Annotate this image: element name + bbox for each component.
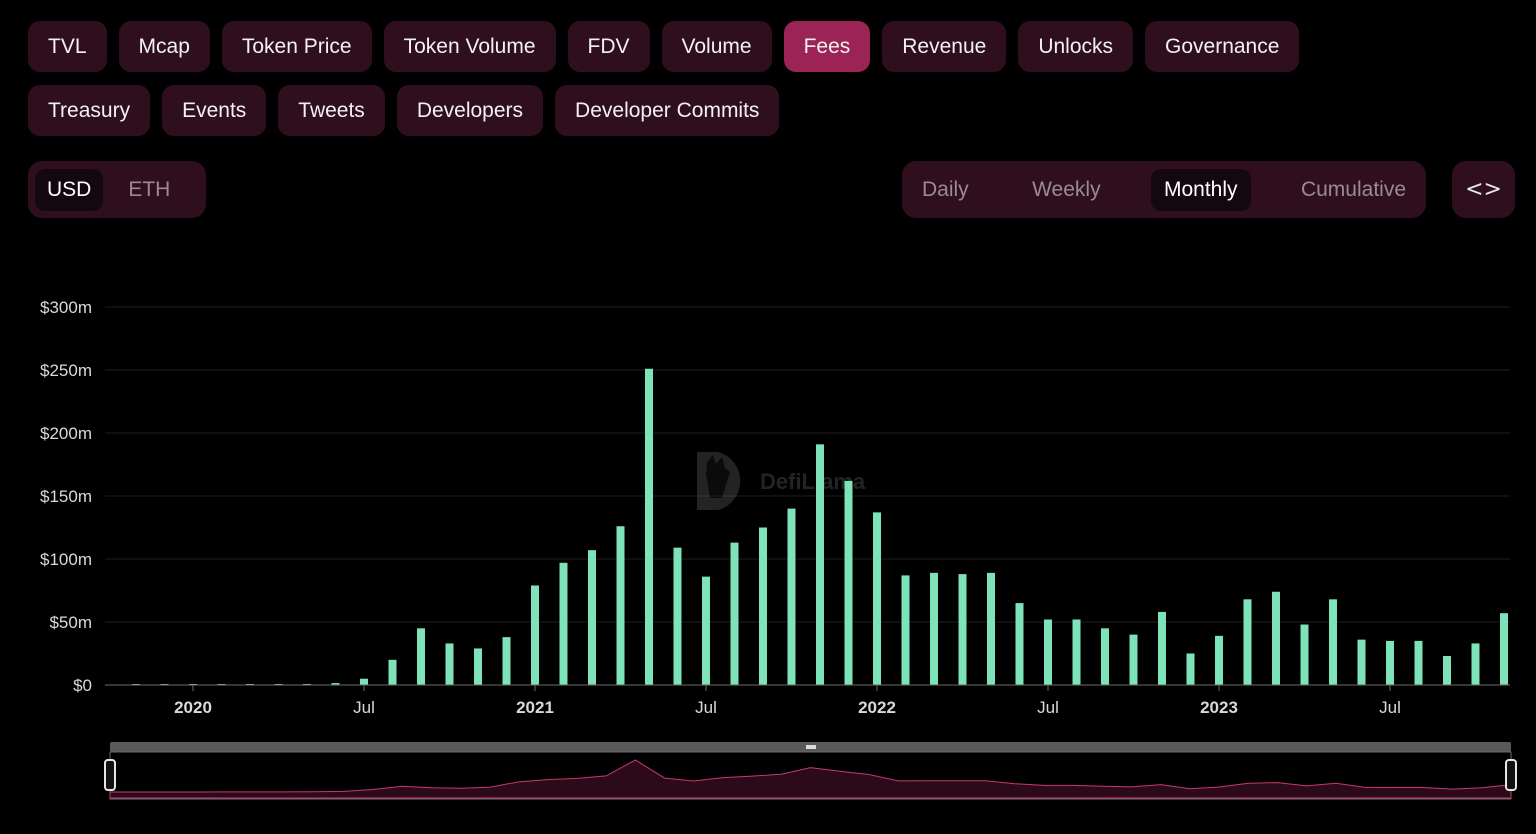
bar-2022-07[interactable] xyxy=(1044,619,1052,685)
y-tick-label: $100m xyxy=(40,550,92,569)
x-axis-ticks: 2020 Jul 2021 Jul 2022 Jul 2023 Jul xyxy=(174,685,1401,717)
bar-2021-06[interactable] xyxy=(673,547,682,685)
code-icon: <> xyxy=(1465,177,1502,202)
bar-2022-06[interactable] xyxy=(1015,603,1024,685)
bar-2022-10[interactable] xyxy=(1129,634,1138,685)
currency-eth[interactable]: ETH xyxy=(128,177,171,201)
x-tick-label: Jul xyxy=(353,698,375,717)
tab-fees[interactable]: Fees xyxy=(783,21,871,72)
y-tick-label: $150m xyxy=(40,487,92,506)
watermark: DefiLlama xyxy=(697,452,866,510)
fees-bar-chart: $0 $50m $100m $150m $200m $250m $300m DefiLlam… xyxy=(40,298,1517,800)
bar-2020-05[interactable] xyxy=(303,683,311,685)
bar-2022-08[interactable] xyxy=(1072,619,1081,685)
tab-volume[interactable]: Volume xyxy=(661,21,772,72)
bar-2023-08[interactable] xyxy=(1414,640,1423,685)
tab-governance[interactable]: Governance xyxy=(1145,21,1300,72)
bar-2023-04[interactable] xyxy=(1300,624,1309,685)
metric-tabs-row-1: TVL Mcap Token Price Token Volume FDV Vo… xyxy=(28,21,1300,72)
llama-logo-icon xyxy=(697,452,741,510)
y-tick-label: $0 xyxy=(73,676,92,695)
tab-tvl[interactable]: TVL xyxy=(28,21,107,72)
bar-2021-09[interactable] xyxy=(759,527,767,686)
bar-2023-01[interactable] xyxy=(1215,635,1223,685)
bar-2023-02[interactable] xyxy=(1243,599,1252,685)
period-weekly[interactable]: Weekly xyxy=(1032,177,1101,201)
bar-2022-12[interactable] xyxy=(1186,653,1195,686)
tab-events[interactable]: Events xyxy=(162,85,267,136)
bar-2021-10[interactable] xyxy=(787,508,796,685)
bar-2022-09[interactable] xyxy=(1101,628,1109,685)
bar-2022-05[interactable] xyxy=(987,572,995,685)
tab-developers[interactable]: Developers xyxy=(396,85,544,136)
period-toggle: Daily Weekly Monthly Cumulative xyxy=(902,161,1426,218)
bar-2023-05[interactable] xyxy=(1329,599,1337,685)
embed-button[interactable]: <> xyxy=(1452,161,1515,218)
bar-2022-04[interactable] xyxy=(958,574,967,685)
bar-2022-11[interactable] xyxy=(1158,611,1166,685)
currency-toggle: USD ETH xyxy=(28,161,206,218)
bar-2023-03[interactable] xyxy=(1272,591,1280,685)
bar-2020-06[interactable] xyxy=(331,683,340,685)
period-cumulative[interactable]: Cumulative xyxy=(1300,177,1406,201)
bar-2021-01[interactable] xyxy=(531,585,539,685)
range-handle-left[interactable] xyxy=(104,759,116,791)
x-tick-label: Jul xyxy=(695,698,717,717)
bar-2020-09[interactable] xyxy=(417,628,425,685)
range-slider-grip-icon xyxy=(806,745,816,749)
tab-revenue[interactable]: Revenue xyxy=(882,21,1007,72)
y-tick-label: $200m xyxy=(40,424,92,443)
grid-lines xyxy=(105,306,1510,623)
x-tick-label: 2020 xyxy=(174,698,212,717)
range-slider[interactable] xyxy=(104,742,1517,800)
bar-2020-07[interactable] xyxy=(360,678,368,685)
tab-unlocks[interactable]: Unlocks xyxy=(1018,21,1134,72)
bar-2020-08[interactable] xyxy=(388,659,397,685)
tab-tweets[interactable]: Tweets xyxy=(278,85,385,136)
y-axis-ticks: $0 $50m $100m $150m $200m $250m $300m xyxy=(40,298,92,695)
bar-2023-06[interactable] xyxy=(1357,639,1366,685)
x-tick-label: Jul xyxy=(1379,698,1401,717)
bar-2020-11[interactable] xyxy=(474,648,482,685)
bar-2021-03[interactable] xyxy=(588,550,596,685)
bar-2022-01[interactable] xyxy=(873,512,881,685)
bars xyxy=(132,368,1508,686)
bar-2023-07[interactable] xyxy=(1386,640,1394,685)
x-tick-label: 2022 xyxy=(858,698,896,717)
period-daily[interactable]: Daily xyxy=(922,177,969,201)
bar-2021-08[interactable] xyxy=(730,542,739,685)
bar-2022-03[interactable] xyxy=(930,572,938,685)
bar-2023-10[interactable] xyxy=(1471,643,1480,685)
tab-treasury[interactable]: Treasury xyxy=(28,85,151,136)
bar-2020-10[interactable] xyxy=(445,643,454,685)
bar-2020-12[interactable] xyxy=(502,637,511,685)
metric-tabs-row-2: Treasury Events Tweets Developers Develo… xyxy=(28,85,780,136)
bar-2021-07[interactable] xyxy=(702,576,710,685)
period-monthly[interactable]: Monthly xyxy=(1151,168,1251,211)
x-tick-label: Jul xyxy=(1037,698,1059,717)
y-tick-label: $300m xyxy=(40,298,92,317)
tab-developer-commits[interactable]: Developer Commits xyxy=(555,85,780,136)
bar-2023-09[interactable] xyxy=(1443,656,1451,685)
bar-2023-11[interactable] xyxy=(1500,613,1508,685)
tab-token-price[interactable]: Token Price xyxy=(221,21,372,72)
range-handle-right[interactable] xyxy=(1505,759,1517,791)
bar-2021-12[interactable] xyxy=(844,480,853,685)
tab-mcap[interactable]: Mcap xyxy=(118,21,210,72)
bar-2021-04[interactable] xyxy=(616,526,625,685)
brush-mini-chart xyxy=(109,759,1512,799)
bar-2021-05[interactable] xyxy=(645,368,653,685)
bar-2021-02[interactable] xyxy=(559,562,568,685)
bar-2021-11[interactable] xyxy=(816,444,824,685)
bar-2022-02[interactable] xyxy=(901,575,910,685)
x-tick-label: 2021 xyxy=(516,698,554,717)
tab-fdv[interactable]: FDV xyxy=(567,21,650,72)
y-tick-label: $250m xyxy=(40,361,92,380)
tab-token-volume[interactable]: Token Volume xyxy=(383,21,556,72)
currency-usd[interactable]: USD xyxy=(35,168,104,211)
y-tick-label: $50m xyxy=(49,613,92,632)
x-tick-label: 2023 xyxy=(1200,698,1238,717)
